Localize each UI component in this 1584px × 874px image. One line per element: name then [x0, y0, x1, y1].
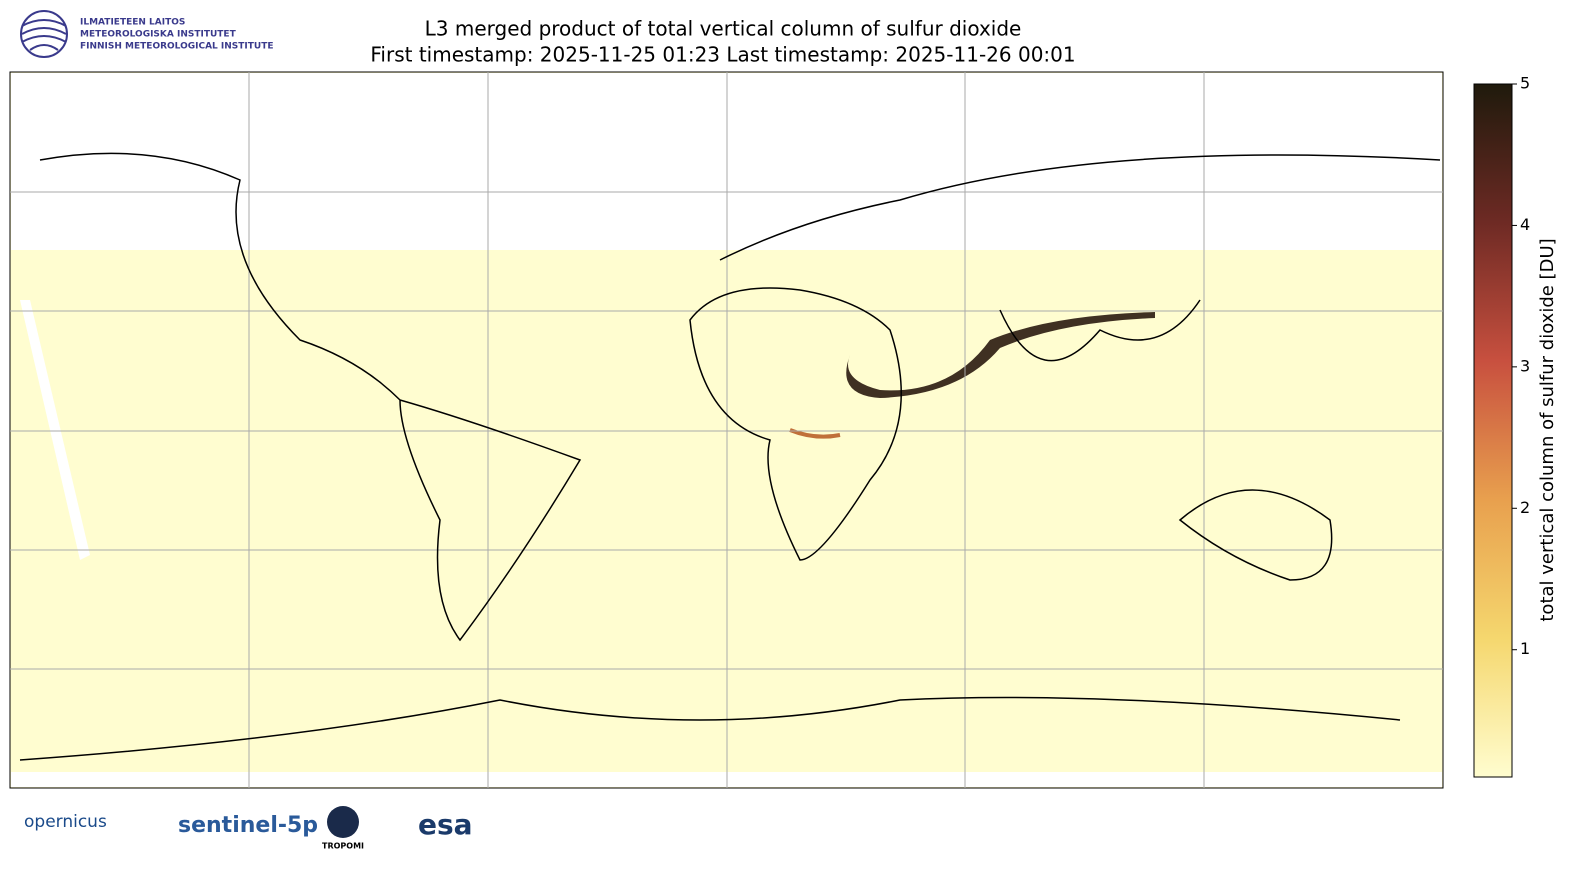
title: First timestamp: 2025-11-25 01:23 Last t… [370, 43, 1075, 67]
map [9, 71, 1444, 789]
colorbar-tick-label: 1 [1520, 639, 1530, 658]
institute-name: ILMATIETEEN LAITOS [80, 18, 185, 28]
fmi-logo [20, 10, 68, 58]
esa-logo: esa [418, 808, 473, 841]
colorbar [1473, 83, 1513, 778]
copernicus-logo: opernicus [24, 812, 107, 832]
colorbar-tick-label: 2 [1520, 498, 1530, 517]
title: L3 merged product of total vertical colu… [425, 17, 1022, 41]
colorbar-label: total vertical column of sulfur dioxide … [1537, 238, 1558, 621]
institute-name: FINNISH METEOROLOGICAL INSTITUTE [80, 42, 274, 52]
institute-name: METEOROLOGISKA INSTITUTET [80, 30, 237, 40]
tropomi-icon [327, 806, 359, 838]
colorbar-tick-label: 3 [1520, 356, 1530, 375]
sentinel-logo: sentinel-5p [178, 813, 318, 838]
tropomi-logo: TROPOMI [322, 842, 364, 851]
colorbar-tick-label: 5 [1520, 74, 1530, 93]
colorbar-tick-label: 4 [1520, 215, 1530, 234]
